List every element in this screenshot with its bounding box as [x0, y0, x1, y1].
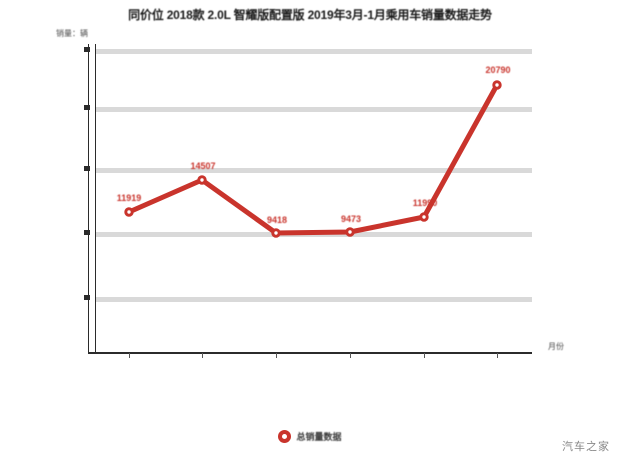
plot-area [96, 46, 532, 352]
x-axis-tick [350, 353, 351, 358]
gridline [96, 168, 532, 173]
chart-legend: 总销量数据 [0, 430, 620, 443]
x-axis-tick [202, 353, 203, 358]
y-axis-line [88, 44, 89, 354]
gridline [96, 232, 532, 237]
x-axis-tick [129, 353, 130, 358]
y-axis-tick [84, 230, 90, 235]
legend-marker-icon [278, 430, 292, 443]
data-label: 20790 [485, 65, 511, 75]
watermark: 汽车之家 [562, 441, 610, 453]
x-axis-tick [424, 353, 425, 358]
y-axis-tick [84, 166, 90, 171]
gridline [96, 49, 532, 54]
chart-title: 同价位 2018款 2.0L 智耀版配置版 2019年3月-1月乘用车销量数据走… [128, 8, 492, 22]
x-axis-tick [497, 353, 498, 358]
y-axis-title: 销量：辆 [56, 29, 88, 38]
data-label: 9418 [266, 215, 288, 225]
x-axis-line [88, 352, 532, 354]
y-axis-tick [84, 105, 90, 110]
data-label: 9473 [340, 214, 362, 224]
legend-label: 总销量数据 [296, 432, 342, 442]
x-axis-tick [276, 353, 277, 358]
data-label: 11919 [116, 193, 142, 203]
y-axis-line-inner [95, 44, 96, 354]
x-axis-title: 月份 [548, 342, 564, 351]
data-label: 11990 [412, 198, 438, 208]
gridline [96, 297, 532, 302]
y-axis-tick [84, 47, 90, 52]
y-axis-tick [84, 295, 90, 300]
gridline [96, 107, 532, 112]
data-label: 14507 [190, 161, 216, 171]
